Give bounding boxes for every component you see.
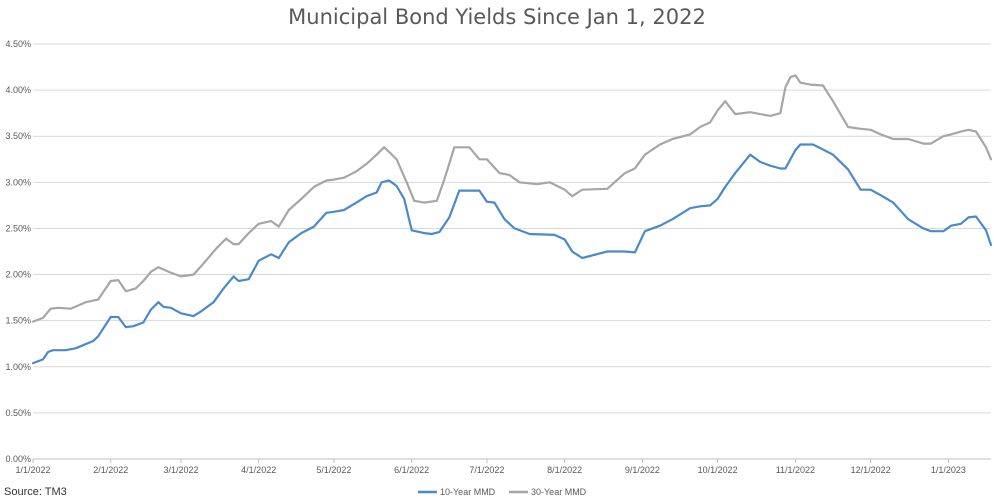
y-tick-label: 2.50%	[5, 223, 31, 233]
x-tick-label: 6/1/2022	[394, 465, 429, 475]
x-axis-tick-labels: 1/1/2022 2/1/2022 3/1/2022 4/1/2022 5/1/2022…	[15, 459, 966, 475]
source-note: Source: TM3	[4, 486, 67, 498]
y-tick-label: 0.00%	[5, 454, 31, 464]
x-tick-label: 3/1/2022	[163, 465, 198, 475]
x-tick-label: 2/1/2022	[93, 465, 128, 475]
series-line-30-year-mmd	[31, 74, 993, 323]
series-lines	[31, 74, 993, 365]
y-axis-tick-labels: 0.00% 0.50% 1.00% 1.50% 2.00% 2.50% 3.00% 3.50%…	[5, 39, 31, 464]
y-tick-label: 3.00%	[5, 177, 31, 187]
y-tick-label: 3.50%	[5, 131, 31, 141]
legend-label-30-year: 30-Year MMD	[531, 487, 587, 497]
gridlines	[33, 43, 991, 460]
y-tick-label: 1.50%	[5, 316, 31, 326]
y-tick-label: 0.50%	[5, 408, 31, 418]
x-tick-label: 8/1/2022	[547, 465, 582, 475]
y-tick-label: 1.00%	[5, 362, 31, 372]
x-tick-label: 11/1/2022	[776, 465, 815, 475]
x-tick-label: 9/1/2022	[625, 465, 660, 475]
x-tick-label: 10/1/2022	[698, 465, 738, 475]
x-tick-label: 7/1/2022	[469, 465, 504, 475]
legend-label-10-year: 10-Year MMD	[440, 487, 496, 497]
y-tick-label: 4.00%	[5, 85, 31, 95]
legend: 10-Year MMD 30-Year MMD	[418, 487, 587, 497]
x-tick-label: 4/1/2022	[241, 465, 276, 475]
series-line-10-year-mmd	[31, 143, 993, 365]
chart-title: Municipal Bond Yields Since Jan 1, 2022	[288, 5, 706, 29]
y-tick-label: 4.50%	[5, 39, 31, 49]
y-tick-label: 2.00%	[5, 270, 31, 280]
x-tick-label: 5/1/2022	[316, 465, 351, 475]
x-tick-label: 12/1/2022	[851, 465, 891, 475]
x-tick-label: 1/1/2023	[931, 465, 966, 475]
x-tick-label: 1/1/2022	[15, 465, 50, 475]
